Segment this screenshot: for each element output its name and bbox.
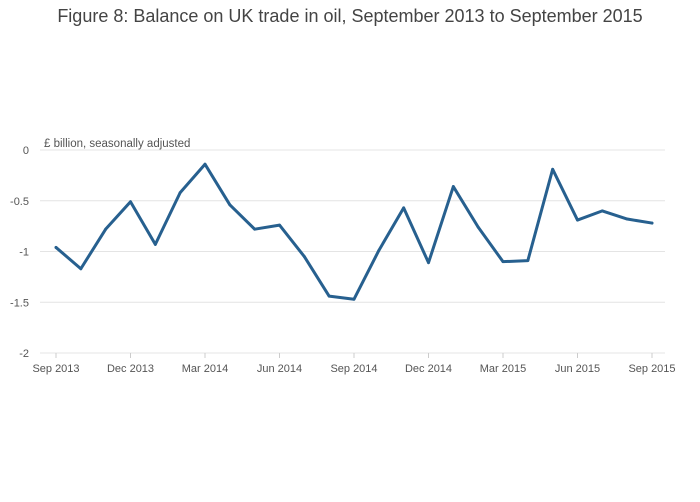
series-layer: [54, 162, 654, 301]
data-point: [253, 227, 257, 231]
y-tick-label: -1.5: [10, 297, 29, 309]
data-point: [600, 209, 604, 213]
data-point: [352, 297, 356, 301]
y-tick-label: 0: [23, 145, 29, 157]
x-tick-label: Dec 2013: [107, 363, 154, 375]
x-tick-label: Jun 2015: [555, 363, 600, 375]
y-tick-label: -1: [19, 247, 29, 259]
data-point: [203, 162, 207, 166]
data-point: [79, 267, 83, 271]
data-point: [54, 246, 58, 249]
x-tick-label: Sep 2013: [32, 363, 79, 375]
data-point: [104, 227, 108, 231]
y-axis: 0 -0.5 -1 -1.5 -2: [10, 145, 29, 360]
x-tick-label: Sep 2015: [628, 363, 675, 375]
data-point: [327, 294, 331, 298]
x-tick-label: Mar 2014: [182, 363, 228, 375]
x-tick-label: Mar 2015: [480, 363, 526, 375]
x-tick-label: Sep 2014: [330, 363, 377, 375]
data-point: [476, 225, 480, 229]
data-point: [526, 259, 530, 263]
data-point: [153, 242, 157, 246]
x-axis: Sep 2013 Dec 2013 Mar 2014 Jun 2014 Sep 2014…: [32, 353, 676, 375]
series-line: [54, 162, 654, 301]
data-point: [278, 223, 281, 227]
units-label: £ billion, seasonally adjusted: [44, 138, 190, 150]
data-point: [178, 191, 182, 195]
data-point: [551, 167, 555, 171]
gridlines: [40, 149, 665, 354]
data-point: [451, 185, 455, 188]
y-tick-label: -0.5: [10, 196, 29, 208]
x-tick-label: Dec 2014: [405, 363, 452, 375]
data-point: [228, 203, 232, 207]
data-point: [501, 260, 505, 264]
y-tick-label: -2: [19, 348, 29, 360]
data-point: [625, 217, 629, 221]
data-point: [427, 261, 430, 265]
data-point: [129, 200, 132, 204]
data-point: [402, 206, 406, 210]
x-tick-label: Jun 2014: [257, 363, 302, 375]
chart-title: Figure 8: Balance on UK trade in oil, Se…: [57, 6, 643, 26]
data-point: [377, 249, 381, 252]
data-point: [576, 218, 579, 222]
data-point: [650, 221, 654, 225]
data-point: [302, 255, 306, 258]
